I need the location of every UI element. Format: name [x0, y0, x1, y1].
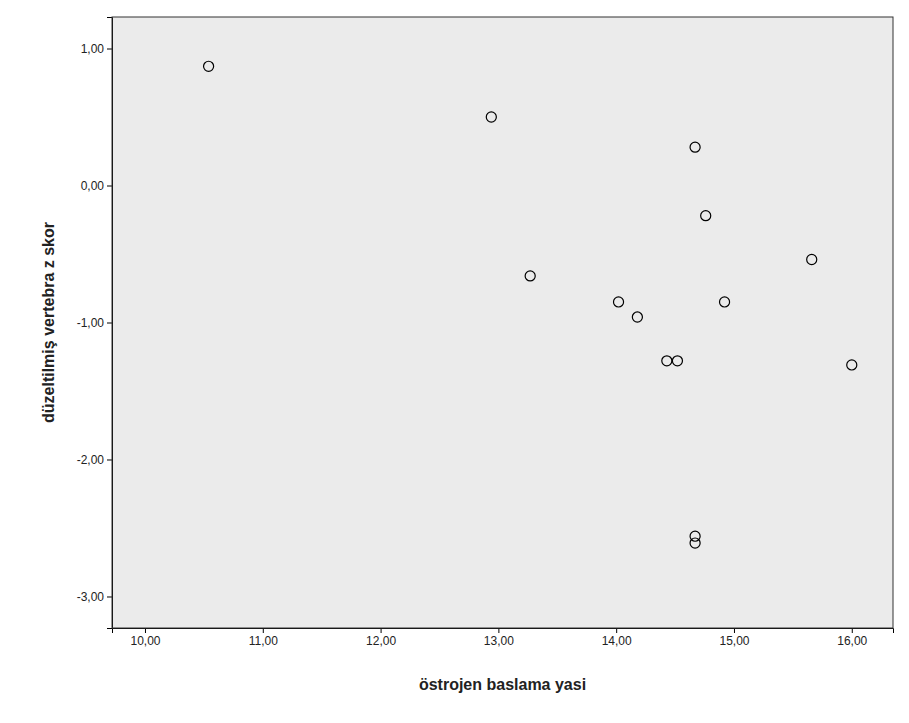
x-axis: 10,00 11,00 12,00 13,00 14,00 15,00 16,00 — [113, 628, 894, 648]
tick: -3,00 — [77, 590, 112, 604]
tick: -2,00 — [77, 453, 112, 467]
x-axis-title: östrojen baslama yasi — [419, 676, 586, 693]
tick-label: 14,00 — [602, 634, 632, 648]
tick: 12,00 — [366, 628, 396, 648]
point — [690, 538, 700, 548]
tick-mark — [616, 628, 617, 633]
tick-mark — [107, 459, 112, 460]
tick-label: 12,00 — [366, 634, 396, 648]
tick-mark — [263, 628, 264, 633]
tick-mark — [498, 628, 499, 633]
tick-mark — [145, 628, 146, 633]
tick-mark — [107, 49, 112, 50]
tick-label: 10,00 — [130, 634, 160, 648]
tick-label: 0,00 — [81, 179, 105, 193]
tick-label: 1,00 — [81, 42, 105, 56]
point — [662, 356, 672, 366]
tick: 14,00 — [602, 628, 632, 648]
y-axis: -3,00 -2,00 -1,00 0,00 1,00 — [77, 18, 113, 629]
point — [613, 297, 623, 307]
tick-label: 13,00 — [484, 634, 514, 648]
point — [701, 211, 711, 221]
point — [672, 356, 682, 366]
plot: 10,00 11,00 12,00 13,00 14,00 15,00 16,00 -3,00… — [77, 17, 894, 648]
tick-mark — [107, 323, 112, 324]
point — [847, 360, 857, 370]
tick-label: 15,00 — [719, 634, 749, 648]
axis-line — [113, 629, 894, 634]
point — [525, 271, 535, 281]
tick-mark — [107, 596, 112, 597]
tick-label: -1,00 — [77, 316, 105, 330]
tick: 0,00 — [81, 179, 112, 193]
tick: 15,00 — [719, 628, 749, 648]
tick: 13,00 — [484, 628, 514, 648]
y-axis-title: düzeltilmiş vertebra z skor — [40, 222, 57, 423]
tick: 16,00 — [837, 628, 867, 648]
tick-mark — [852, 628, 853, 633]
point — [486, 112, 496, 122]
tick: -1,00 — [77, 316, 112, 330]
points — [204, 61, 857, 548]
tick-mark — [107, 186, 112, 187]
point — [690, 142, 700, 152]
plot-background — [112, 17, 893, 628]
tick-label: 11,00 — [249, 634, 278, 648]
tick: 1,00 — [81, 42, 112, 56]
tick-mark — [734, 628, 735, 633]
plot-frame — [112, 17, 893, 628]
chart: 10,00 11,00 12,00 13,00 14,00 15,00 16,00 -3,00… — [0, 0, 909, 723]
tick-mark — [381, 628, 382, 633]
tick-label: 16,00 — [837, 634, 867, 648]
point — [204, 61, 214, 71]
tick-label: -3,00 — [77, 590, 105, 604]
point — [632, 312, 642, 322]
point — [807, 254, 817, 264]
tick: 11,00 — [249, 628, 278, 648]
point — [720, 297, 730, 307]
tick-label: -2,00 — [77, 453, 105, 467]
tick: 10,00 — [130, 628, 160, 648]
